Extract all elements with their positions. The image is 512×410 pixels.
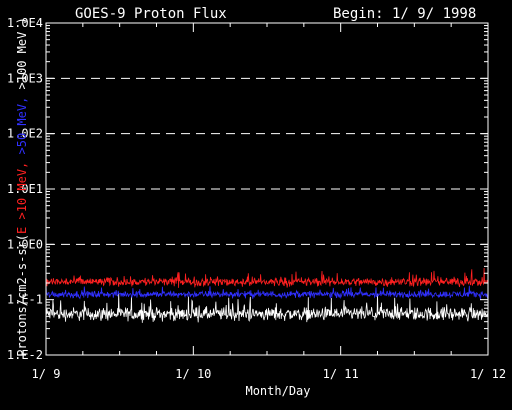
y-axis-label-part: E >10 MeV, — [15, 154, 29, 233]
y-tick-label: 1.0E2 — [7, 127, 43, 141]
x-tick-label: 1/ 10 — [175, 367, 211, 381]
x-tick-label: 1/ 12 — [470, 367, 506, 381]
y-tick-label: 1.0E1 — [7, 182, 43, 196]
begin-date-label: Begin: 1/ 9/ 1998 — [333, 6, 476, 22]
series-line — [45, 267, 489, 288]
x-tick-label: 1/ 9 — [32, 367, 61, 381]
x-axis-label: Month/Day — [245, 384, 310, 398]
x-axis-ticks: 1/ 9 1/ 10 1/ 11 1/ 12 — [32, 23, 506, 381]
y-tick-label: 1.0E3 — [7, 71, 43, 85]
y-tick-label: 1.E-1 — [7, 293, 43, 307]
chart-title: GOES-9 Proton Flux — [75, 6, 227, 22]
x-tick-label: 1/ 11 — [323, 367, 359, 381]
y-axis-label-part: Protons/cm2-s-sr( — [15, 234, 29, 357]
y-tick-label: 1.0E0 — [7, 237, 43, 251]
y-axis-label-part: >50 MeV, — [15, 89, 29, 154]
grid-lines — [46, 77, 488, 245]
y-axis-label-part: >100 MeV ) — [15, 17, 29, 89]
y-tick-label: 1.0E4 — [7, 16, 43, 30]
y-axis-label: Protons/cm2-s-sr(E >10 MeV, >50 MeV, >10… — [15, 17, 29, 357]
data-series — [45, 267, 489, 323]
series-line — [45, 285, 489, 301]
y-tick-label: 1.E-2 — [7, 348, 43, 362]
series-line — [45, 292, 489, 323]
y-axis-ticks: 1.E-2 1.E-1 1.0E0 1.0E1 1.0E2 1.0E3 1.0E4 — [7, 16, 488, 362]
